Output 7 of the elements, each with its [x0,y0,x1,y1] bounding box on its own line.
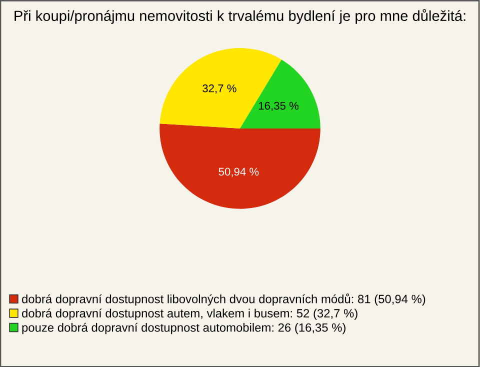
data-label: 50,94 % [218,168,259,177]
legend-label: dobrá dopravní dostupnost libovolných dvou dopravních módů: 81 (50,94 %) [22,294,426,306]
chart-title: Při koupi/pronájmu nemovitosti k trvalému bydlení je pro mne důležitá: [14,9,466,24]
legend-label: dobrá dopravní dostupnost autem, vlakem i busem: 52 (32,7 %) [22,308,358,320]
data-label: 16,35 % [258,102,298,112]
legend-label: pouze dobrá dopravní dostupnost automobilem: 26 (16,35 %) [22,322,346,334]
data-label: 32,7 % [202,84,236,94]
